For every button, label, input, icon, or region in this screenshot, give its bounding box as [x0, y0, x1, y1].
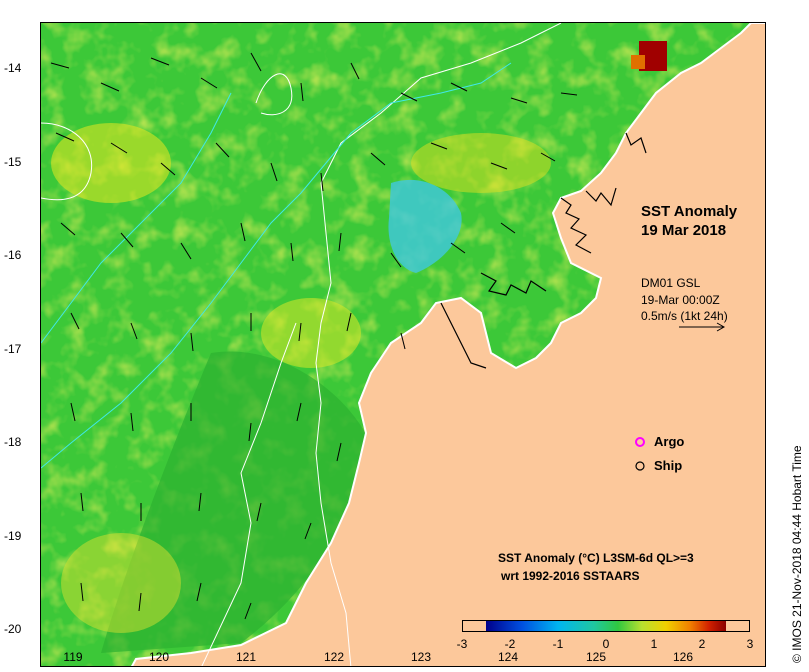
- current-vectors: [50, 52, 578, 620]
- lon-label: 125: [585, 650, 607, 664]
- vector-scale-arrow: [679, 322, 726, 332]
- lon-label: 123: [410, 650, 432, 664]
- sst-anomaly-map: [41, 23, 765, 666]
- lon-label: 121: [235, 650, 257, 664]
- lat-label: -16: [4, 248, 22, 262]
- colorbar-tick-label: 3: [746, 637, 754, 651]
- cold-anomaly-patch: [388, 179, 462, 273]
- vector-time: 19-Mar 00:00Z: [641, 293, 720, 307]
- argo-marker-icon: [635, 437, 645, 447]
- map-title: SST Anomaly: [641, 203, 738, 220]
- contour-line-cyan: [41, 62, 512, 469]
- map-area: SST Anomaly 19 Mar 2018 DM01 GSL 19-Mar …: [40, 22, 766, 667]
- map-date: 19 Mar 2018: [641, 222, 727, 239]
- colorbar-tick-label: -3: [456, 637, 468, 651]
- contour-line-white: [201, 322, 297, 666]
- lat-label: -18: [4, 435, 22, 449]
- colorbar-tick-label: 2: [698, 637, 706, 651]
- lon-label: 126: [672, 650, 694, 664]
- warm-anomaly-patch: [631, 55, 645, 69]
- colorbar-title: SST Anomaly (°C) L3SM-6d QL>=3: [498, 551, 694, 565]
- lat-label: -15: [4, 155, 22, 169]
- credit-text: © IMOS 21-Nov-2018 04:44 Hobart Time: [790, 445, 804, 663]
- contour-line-white: [315, 23, 562, 666]
- contour-line-cyan: [41, 92, 232, 344]
- lat-label: -20: [4, 622, 22, 636]
- contour-line-white: [255, 73, 293, 116]
- yellow-patch: [411, 133, 551, 193]
- colorbar-tick-label: -2: [504, 637, 516, 651]
- lat-label: -17: [4, 342, 22, 356]
- lon-label: 122: [323, 650, 345, 664]
- colorbar: [462, 620, 750, 632]
- argo-label: Argo: [654, 434, 685, 449]
- lat-label: -14: [4, 61, 22, 75]
- ship-label: Ship: [654, 458, 683, 473]
- land: [130, 23, 765, 666]
- ship-marker-icon: [635, 461, 645, 471]
- colorbar-tick-label: -1: [552, 637, 564, 651]
- lon-label: 124: [497, 650, 519, 664]
- lat-label: -19: [4, 529, 22, 543]
- yellow-patch: [261, 298, 361, 368]
- yellow-patch: [51, 123, 171, 203]
- yellow-patch: [61, 533, 181, 633]
- vector-source: DM01 GSL: [641, 276, 701, 290]
- lon-label: 119: [63, 650, 83, 664]
- contour-line-white: [41, 122, 93, 201]
- lon-label: 120: [148, 650, 170, 664]
- colorbar-tick-label: 1: [650, 637, 658, 651]
- colorbar-subtitle: wrt 1992-2016 SSTAARS: [501, 569, 640, 583]
- coastline: [440, 132, 647, 369]
- colorbar-tick-label: 0: [602, 637, 610, 651]
- vector-scale: 0.5m/s (1kt 24h): [641, 309, 728, 323]
